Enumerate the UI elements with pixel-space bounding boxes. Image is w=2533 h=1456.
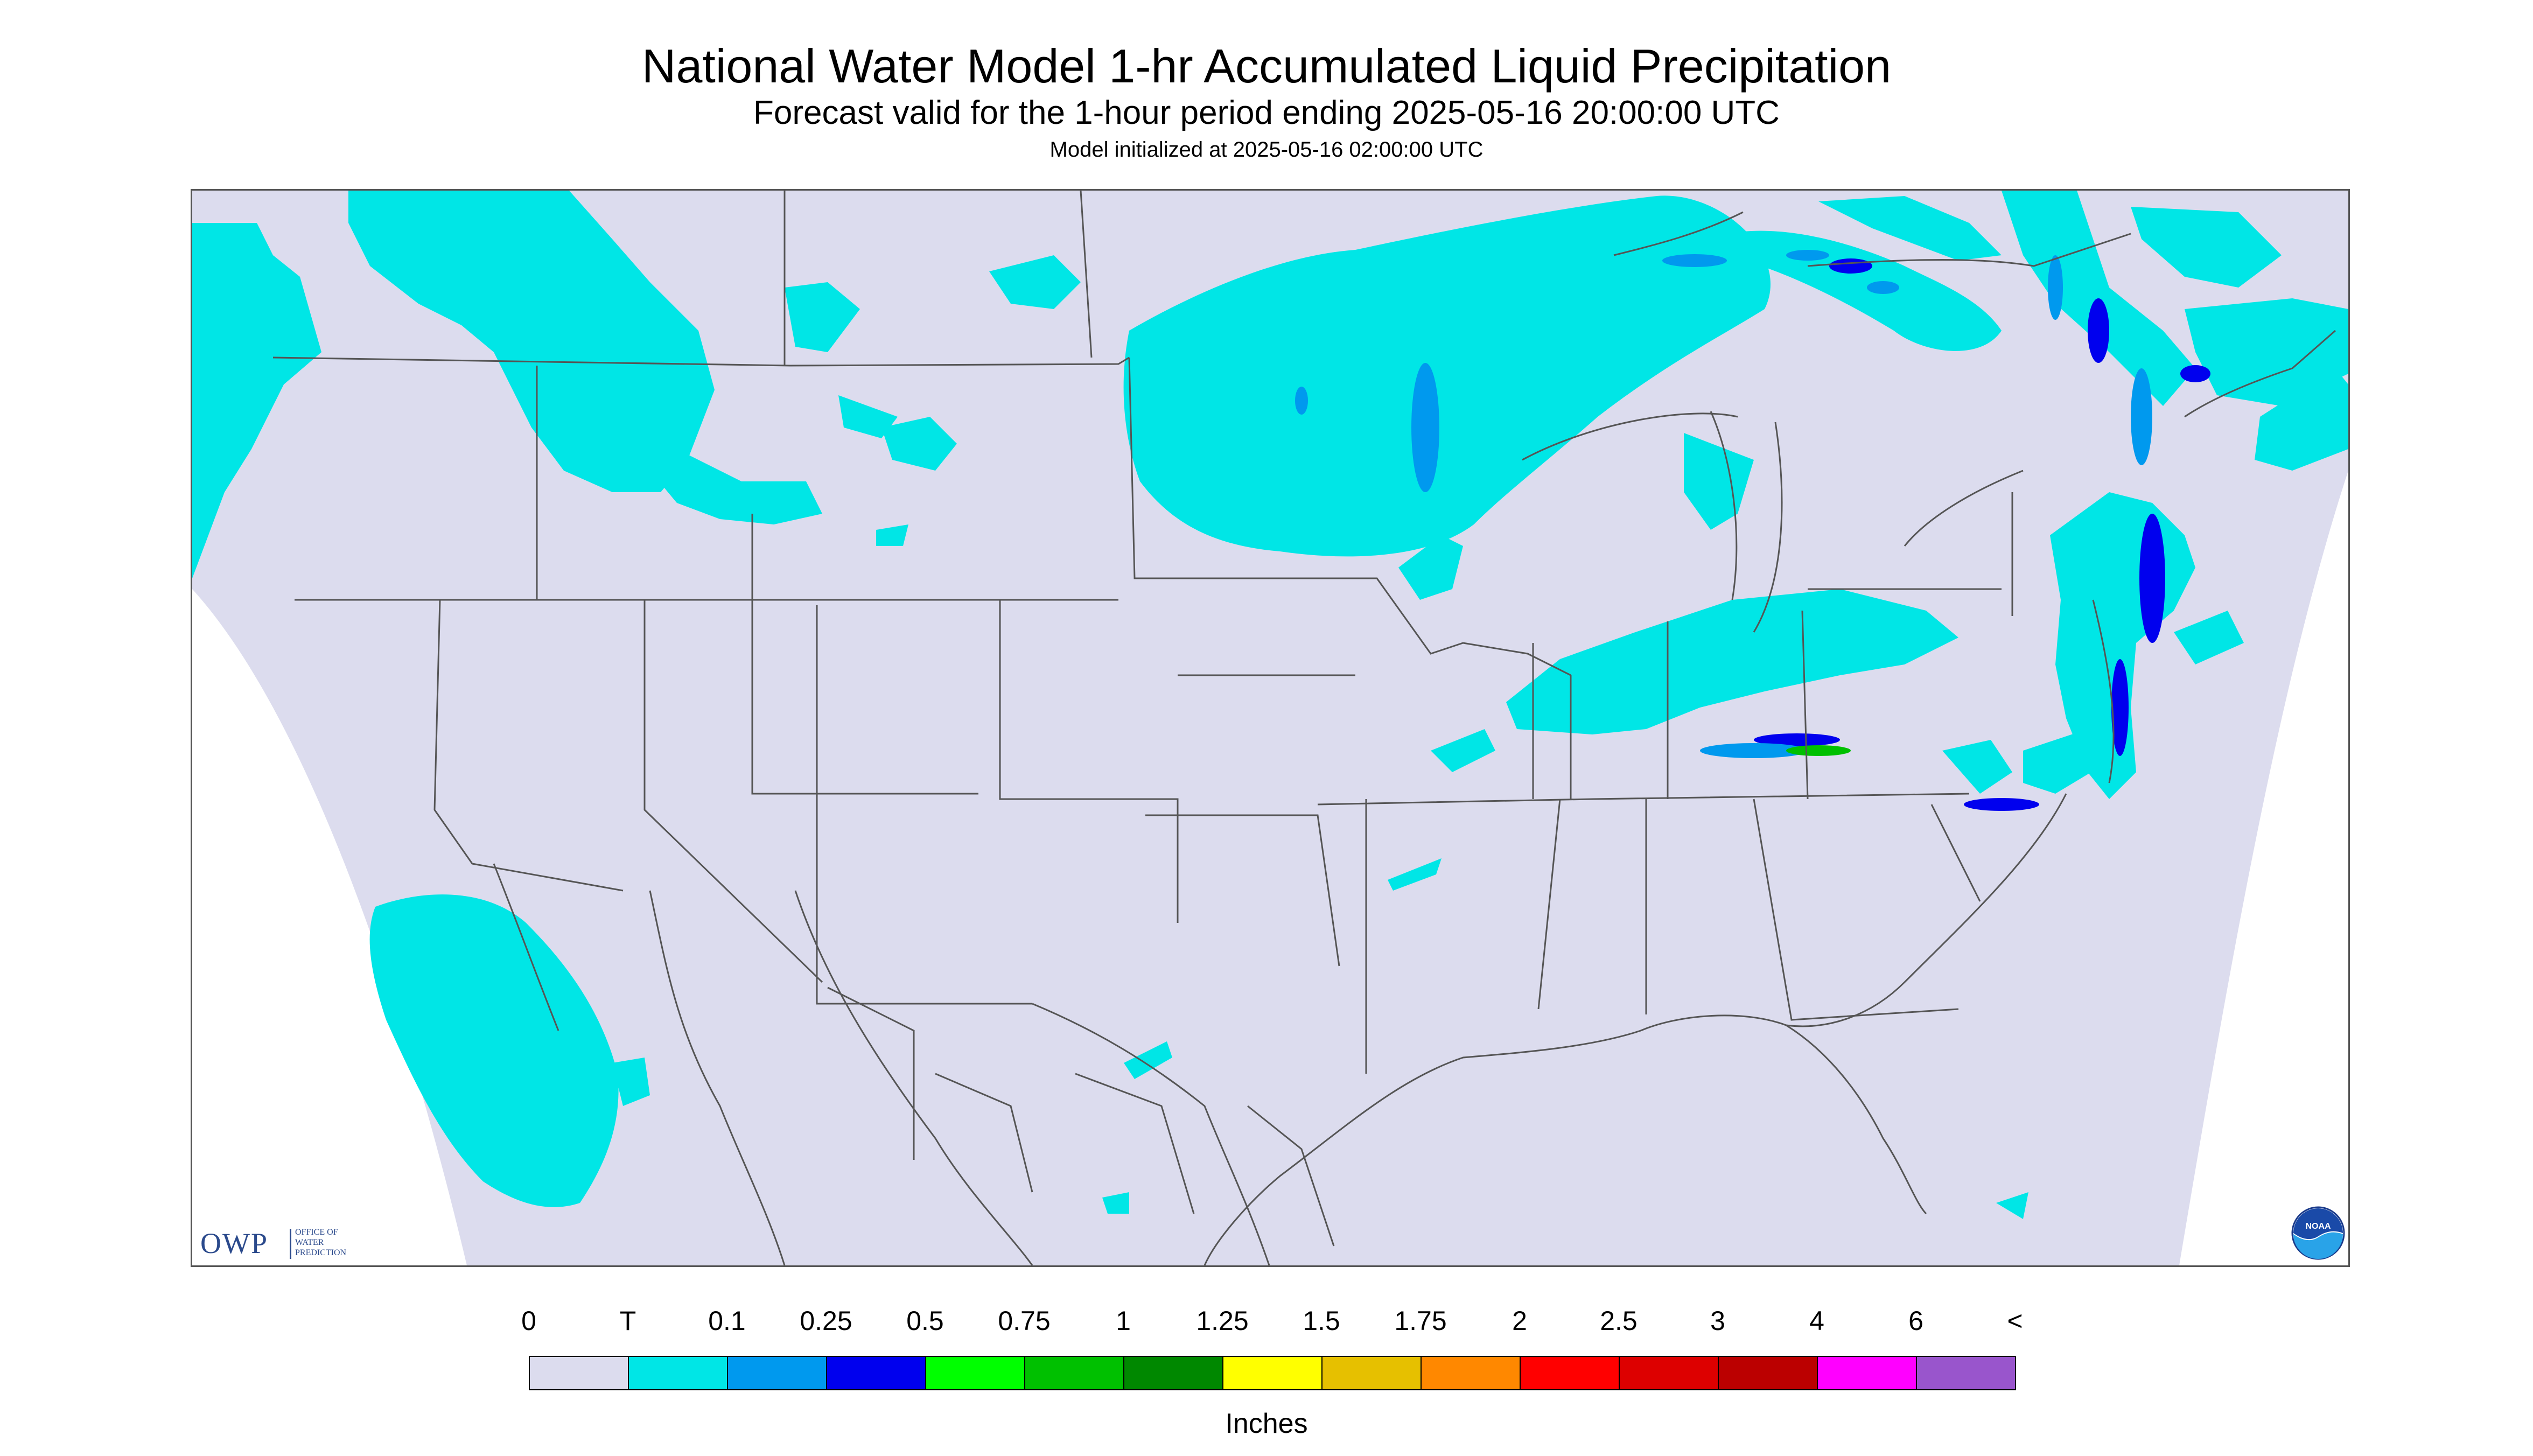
legend-tick-label: < <box>2007 1306 2023 1336</box>
heavier-precip-cells <box>1295 250 2210 811</box>
boundary-lines <box>272 191 2336 1265</box>
precipitation-map: OWP OFFICE OF WATER PREDICTION NOAA <box>191 189 2350 1267</box>
owp-text-line-1: OFFICE OF <box>295 1228 338 1237</box>
legend-swatch <box>1222 1356 1323 1390</box>
legend-tick-label: 0.5 <box>906 1306 944 1336</box>
legend-swatch <box>1421 1356 1521 1390</box>
map-title: National Water Model 1-hr Accumulated Li… <box>641 39 1892 93</box>
legend-swatch <box>1321 1356 1422 1390</box>
legend-tick-label: 1.75 <box>1394 1306 1447 1336</box>
legend-tick-label: T <box>619 1306 636 1336</box>
legend-tick-label: 1 <box>1116 1306 1131 1336</box>
legend-tick-label: 4 <box>1809 1306 1824 1336</box>
legend-swatch <box>1718 1356 1818 1390</box>
legend-swatch <box>1123 1356 1223 1390</box>
legend-unit-label: Inches <box>1225 1408 1308 1439</box>
noaa-mark: NOAA <box>2305 1222 2331 1231</box>
owp-text-line-2: WATER <box>295 1238 324 1247</box>
legend-swatch <box>1817 1356 1917 1390</box>
legend-swatch <box>1520 1356 1620 1390</box>
legend-tick-label: 0.1 <box>708 1306 746 1336</box>
legend-tick-label: 1.5 <box>1303 1306 1340 1336</box>
legend-tick-label: 0.75 <box>998 1306 1051 1336</box>
legend-tick-label: 2.5 <box>1600 1306 1638 1336</box>
legend-swatch <box>1916 1356 2016 1390</box>
noaa-logo: NOAA <box>2291 1206 2345 1260</box>
noaa-seal-icon: NOAA <box>2291 1206 2345 1260</box>
legend-swatch <box>826 1356 926 1390</box>
owp-divider <box>290 1229 291 1259</box>
legend-swatch <box>1024 1356 1124 1390</box>
owp-logo: OWP OFFICE OF WATER PREDICTION <box>200 1223 373 1264</box>
model-init-line: Model initialized at 2025-05-16 02:00:00… <box>1049 138 1484 162</box>
legend-swatch <box>1619 1356 1719 1390</box>
legend-swatch <box>628 1356 728 1390</box>
legend-tick-label: 3 <box>1710 1306 1725 1336</box>
legend-tick-label: 0.25 <box>800 1306 852 1336</box>
legend-tick-label: 2 <box>1512 1306 1527 1336</box>
legend-tick-label: 0 <box>521 1306 536 1336</box>
legend-swatch <box>727 1356 827 1390</box>
trace-precip-areas <box>192 191 2348 1219</box>
legend-swatch <box>529 1356 629 1390</box>
owp-text-line-3: PREDICTION <box>295 1248 347 1257</box>
owp-mark: OWP <box>200 1227 268 1259</box>
map-subtitle: Forecast valid for the 1-hour period end… <box>753 94 1780 131</box>
legend-tick-label: 1.25 <box>1196 1306 1249 1336</box>
legend-tick-label: 6 <box>1908 1306 1923 1336</box>
model-domain <box>192 191 2348 1265</box>
map-canvas <box>192 191 2348 1265</box>
legend-swatch <box>925 1356 1025 1390</box>
